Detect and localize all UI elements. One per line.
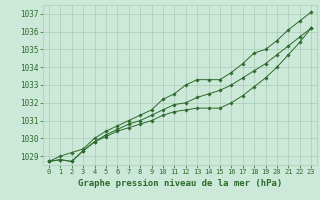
X-axis label: Graphe pression niveau de la mer (hPa): Graphe pression niveau de la mer (hPa) <box>78 179 282 188</box>
